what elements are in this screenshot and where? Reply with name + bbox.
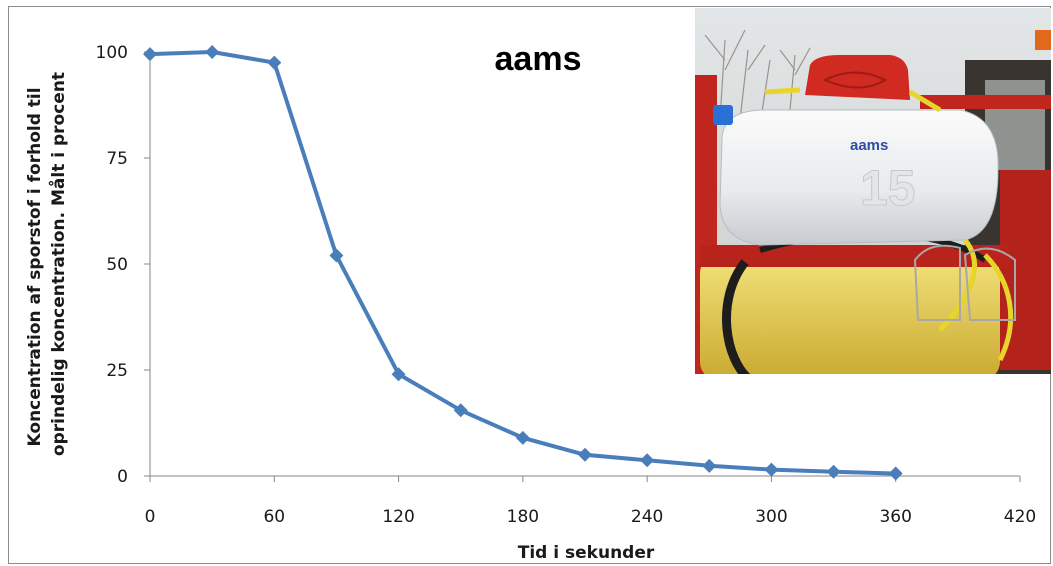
sprayer-photo: aams 15 [695,8,1051,374]
x-tick-label: 60 [263,507,285,527]
data-point [267,55,282,70]
chart-title: aams [495,40,582,78]
data-point [453,403,468,418]
data-point [329,248,344,263]
x-tick-label: 300 [755,507,787,527]
tank-label: aams [850,137,888,154]
y-axis-title: Koncentration af sporstof i forhold til … [25,72,69,456]
y-tick-label: 50 [106,255,128,275]
tank-number: 15 [860,160,916,216]
y-axis-title-line-2: oprindelig koncentration. Målt i procent [47,72,69,456]
data-point [143,47,157,62]
x-tick-label: 120 [382,507,414,527]
data-point [826,464,841,479]
data-point [515,430,530,445]
data-point [640,453,655,468]
data-point [764,462,779,477]
y-tick-label: 100 [96,43,128,63]
data-point [205,45,220,59]
x-tick-label: 0 [145,507,156,527]
x-tick-label: 180 [507,507,539,527]
y-ticks: 0 25 50 75 100 [96,43,150,487]
y-tick-label: 0 [117,467,128,487]
data-point [391,367,406,382]
data-point [702,458,717,473]
data-point [578,447,592,462]
y-tick-label: 25 [106,361,128,381]
x-tick-label: 240 [631,507,663,527]
series-group [143,45,903,481]
x-axis-title: Tid i sekunder [518,543,655,563]
y-axis-title-line-1: Koncentration af sporstof i forhold til [25,87,45,446]
x-ticks: 0 60 120 180 240 300 360 420 [145,476,1036,527]
y-tick-label: 75 [106,149,128,169]
data-point [888,466,903,481]
x-tick-label: 420 [1004,507,1036,527]
x-tick-label: 360 [879,507,911,527]
